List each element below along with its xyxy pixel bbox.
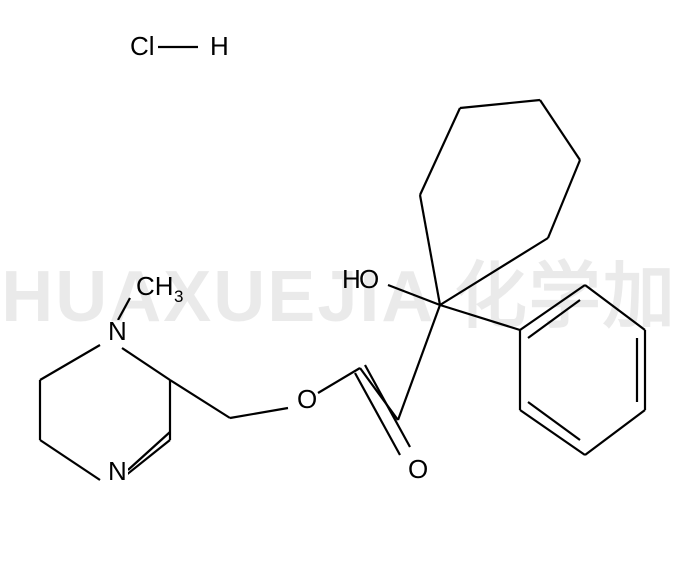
svg-text:N: N (108, 456, 127, 486)
svg-text:3: 3 (174, 287, 183, 306)
svg-text:O: O (297, 384, 317, 414)
svg-text:H: H (342, 264, 361, 294)
svg-text:O: O (408, 454, 428, 484)
svg-text:H: H (210, 31, 229, 61)
svg-text:N: N (108, 316, 127, 346)
svg-text:CH: CH (136, 271, 174, 301)
molecule-diagram: ClHNNCH3OOHO (0, 0, 678, 579)
svg-text:O: O (359, 264, 379, 294)
svg-text:Cl: Cl (130, 31, 155, 61)
